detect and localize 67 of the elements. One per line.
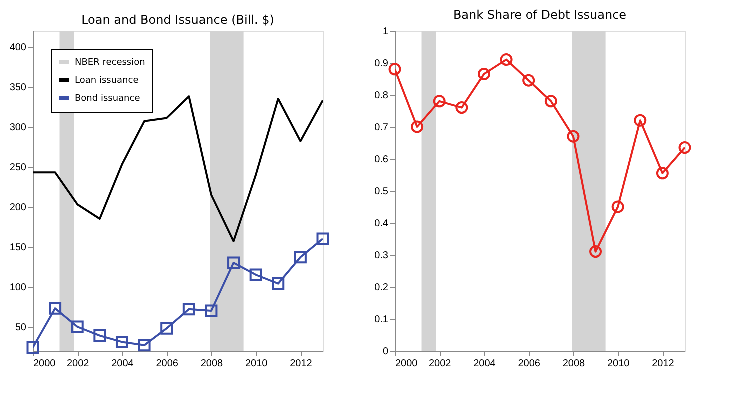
point [388, 63, 402, 76]
y-tick-label: 100 [10, 282, 27, 294]
y-tick-label: 300 [10, 122, 27, 134]
point [26, 342, 40, 354]
x-tick-label: 2008 [562, 358, 586, 370]
point [49, 302, 62, 315]
x-tick-label: 2012 [652, 358, 675, 370]
point [272, 278, 285, 290]
point [138, 339, 151, 352]
point [522, 74, 536, 87]
point [71, 320, 84, 334]
point [411, 120, 424, 134]
y-tick-label: 350 [10, 82, 27, 94]
point [116, 336, 128, 348]
point [567, 130, 580, 143]
y-tick-label: 1 [382, 26, 389, 38]
point [433, 95, 446, 108]
y-tick-label: 0.1 [374, 314, 389, 326]
x-tick-label: 2006 [156, 358, 179, 370]
x-tick-label: 2004 [474, 358, 496, 370]
x-tick-label: 2010 [245, 358, 268, 370]
point [294, 251, 307, 264]
y-tick-label: 150 [10, 242, 27, 254]
point [478, 68, 490, 80]
x-tick-label: 2006 [518, 358, 541, 370]
y-tick-label: 50 [15, 322, 27, 334]
y-tick-label: 0.2 [374, 282, 389, 294]
point [612, 200, 624, 214]
x-tick-label: 2010 [607, 358, 630, 370]
y-tick-label: 0.4 [374, 218, 389, 230]
y-tick-label: 250 [10, 162, 27, 174]
x-tick-label: 2008 [200, 358, 224, 370]
y-tick-label: 0.5 [374, 186, 389, 198]
y-tick-label: 0.8 [374, 90, 389, 102]
x-tick-label: 2000 [34, 358, 56, 370]
y-tick-label: 0.3 [374, 250, 389, 262]
y-tick-label: 0.9 [374, 58, 389, 70]
point [228, 256, 240, 270]
point [205, 304, 218, 318]
point [182, 303, 196, 316]
band-label: NBER recession [75, 58, 146, 68]
x-tick-label: 2004 [112, 358, 134, 370]
point [456, 102, 468, 114]
point [500, 54, 513, 66]
point [316, 232, 330, 246]
y-tick-label: 0 [382, 346, 389, 358]
line-series [33, 96, 323, 242]
y-tick-label: 400 [10, 42, 27, 54]
point [94, 330, 106, 342]
x-tick-label: 2002 [66, 358, 90, 370]
point [590, 246, 602, 258]
point [160, 322, 174, 335]
chart-title: Loan and Bond Issuance (Bill. $) [82, 13, 274, 27]
x-tick-label: 2002 [428, 358, 452, 370]
point [250, 268, 262, 282]
legend-label: Bond issuance [75, 94, 141, 104]
point [656, 167, 669, 180]
y-tick-label: 200 [10, 202, 27, 214]
x-tick-label: 2000 [396, 358, 418, 370]
point [544, 95, 558, 108]
chart-title: Bank Share of Debt Issuance [453, 8, 627, 22]
x-tick-label: 2012 [290, 358, 313, 370]
y-tick-label: 0.7 [374, 122, 389, 134]
y-tick-label: 0.6 [374, 154, 389, 166]
legend-label: Loan issuance [75, 76, 140, 86]
point [678, 142, 692, 154]
point [634, 114, 647, 127]
